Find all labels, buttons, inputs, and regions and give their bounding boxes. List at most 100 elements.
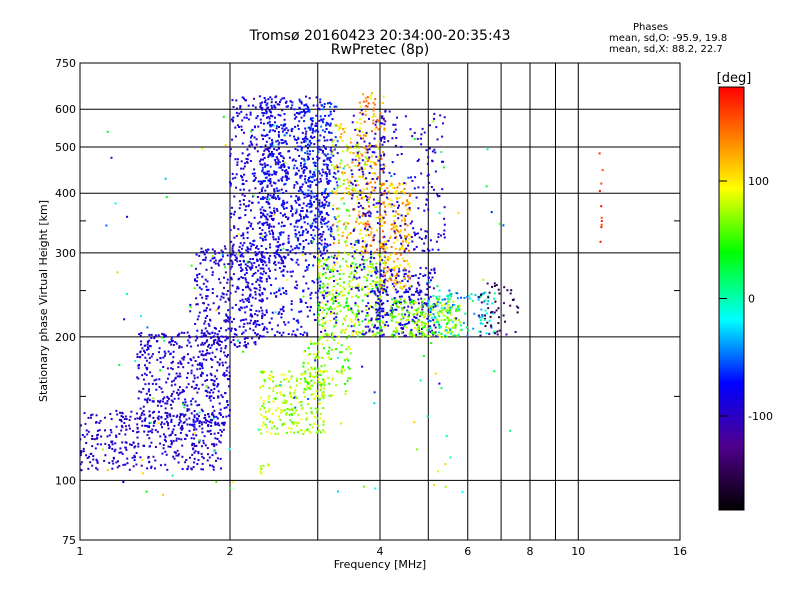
- data-point: [218, 337, 221, 340]
- data-point: [426, 323, 429, 325]
- data-point: [255, 266, 258, 269]
- data-point: [341, 173, 344, 176]
- data-point: [316, 319, 319, 322]
- data-point: [296, 225, 299, 228]
- data-point: [193, 374, 196, 377]
- data-point: [326, 307, 329, 310]
- data-point: [196, 419, 199, 422]
- data-point: [183, 332, 186, 334]
- data-point: [422, 300, 424, 303]
- data-point: [168, 373, 171, 376]
- data-point: [401, 245, 404, 248]
- data-point: [250, 262, 253, 265]
- data-point: [393, 285, 396, 288]
- data-point: [375, 316, 378, 319]
- data-point: [249, 113, 252, 116]
- data-point: [225, 335, 228, 338]
- data-point: [295, 261, 298, 264]
- data-point: [217, 336, 219, 338]
- data-point: [266, 223, 269, 226]
- data-point: [310, 195, 313, 198]
- data-point: [181, 426, 184, 429]
- data-point: [240, 167, 243, 170]
- data-point: [287, 234, 290, 237]
- data-point: [188, 408, 191, 411]
- data-point: [445, 302, 448, 305]
- data-point: [284, 213, 286, 216]
- data-point: [197, 452, 200, 455]
- data-point: [442, 160, 445, 163]
- data-point: [387, 256, 390, 259]
- data-point: [293, 431, 296, 434]
- data-point: [407, 242, 410, 245]
- data-point: [371, 92, 373, 95]
- data-point: [327, 157, 330, 160]
- data-point: [279, 308, 282, 311]
- data-point: [450, 332, 453, 335]
- data-point: [378, 240, 381, 243]
- data-point: [269, 165, 272, 168]
- data-point: [303, 371, 306, 374]
- data-point: [403, 306, 406, 309]
- data-point: [376, 289, 379, 292]
- data-point: [285, 411, 288, 414]
- data-point: [493, 297, 496, 300]
- data-point: [318, 274, 321, 277]
- data-point: [183, 403, 186, 406]
- data-point: [148, 333, 151, 336]
- data-point: [464, 312, 467, 315]
- data-point: [277, 246, 280, 249]
- data-point: [164, 418, 167, 421]
- data-point: [265, 309, 268, 312]
- data-point: [261, 170, 264, 173]
- data-point: [212, 342, 215, 345]
- data-point: [299, 164, 302, 167]
- data-point: [331, 118, 334, 121]
- data-point: [190, 264, 193, 267]
- data-point: [301, 146, 303, 149]
- data-point: [313, 173, 316, 176]
- data-point: [351, 333, 354, 336]
- data-point: [172, 400, 175, 403]
- data-point: [318, 247, 320, 250]
- data-point: [376, 331, 379, 334]
- data-point: [351, 183, 354, 186]
- data-point: [193, 428, 195, 431]
- data-point: [339, 304, 342, 307]
- data-point: [261, 309, 264, 312]
- data-point: [207, 345, 209, 348]
- data-point: [296, 182, 299, 185]
- data-point: [168, 397, 170, 400]
- data-point: [290, 308, 293, 311]
- data-point: [299, 111, 302, 114]
- data-point: [228, 487, 231, 490]
- data-point: [268, 395, 271, 398]
- data-point: [258, 299, 261, 302]
- data-point: [516, 311, 519, 314]
- data-point: [170, 421, 173, 423]
- data-point: [302, 333, 305, 336]
- data-point: [263, 149, 266, 152]
- data-point: [366, 151, 369, 154]
- data-point: [162, 366, 165, 368]
- data-point: [320, 222, 323, 225]
- data-point: [347, 292, 350, 295]
- data-point: [300, 400, 303, 403]
- data-point: [315, 355, 318, 358]
- data-point: [326, 158, 329, 161]
- data-point: [320, 210, 323, 213]
- data-point: [290, 409, 293, 411]
- data-point: [309, 180, 312, 183]
- data-point: [339, 162, 342, 165]
- data-point: [217, 264, 220, 267]
- data-point: [289, 270, 292, 273]
- data-point: [270, 317, 273, 320]
- data-point: [269, 420, 272, 423]
- data-point: [369, 165, 372, 168]
- data-point: [308, 382, 311, 385]
- data-point: [266, 102, 269, 105]
- data-point: [317, 305, 320, 308]
- data-point: [379, 258, 382, 261]
- data-point: [243, 194, 246, 197]
- data-point: [209, 429, 212, 432]
